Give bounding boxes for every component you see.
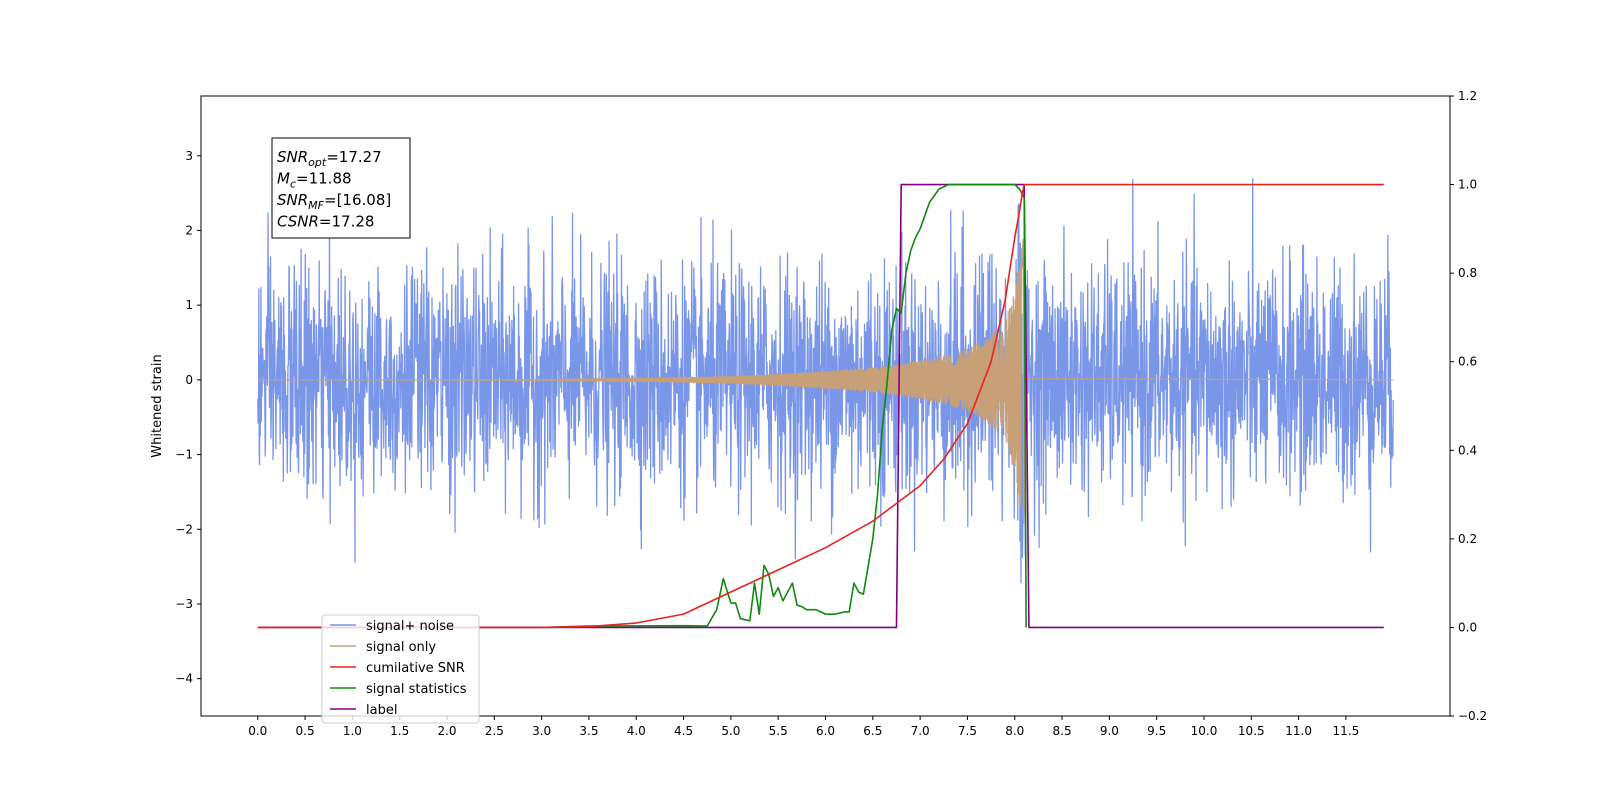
y-left-tick-label: 1: [185, 298, 193, 312]
x-tick-label: 11.5: [1333, 724, 1360, 738]
stat-line: CSNR=17.28: [277, 213, 374, 231]
stat-line: SNRMF=[16.08]: [277, 191, 391, 212]
x-tick-label: 8.0: [1005, 724, 1024, 738]
stat-subscript: opt: [308, 156, 327, 169]
y-right-tick-label: 1.0: [1458, 178, 1477, 192]
x-tick-label: 4.0: [627, 724, 646, 738]
stat-subscript: c: [290, 178, 296, 191]
legend: signal+ noise signal only cumilative SNR si…: [321, 614, 480, 724]
legend-label-signal-noise: signal+ noise: [366, 619, 454, 634]
series-signal-plus-noise-line: [257, 178, 1394, 584]
y-axis-label-left: Whitened strain: [150, 354, 165, 457]
stat-symbol: CSNR: [277, 213, 319, 231]
x-tick-label: 6.5: [863, 724, 882, 738]
stat-value: =[16.08]: [324, 191, 391, 209]
stat-subscript: MF: [308, 199, 324, 212]
x-tick-label: 3.5: [579, 724, 598, 738]
stat-value: =11.88: [296, 170, 352, 188]
stats-annotation-box: SNRopt=17.27Mc=11.88SNRMF=[16.08]CSNR=17…: [271, 137, 411, 239]
x-tick-label: 6.0: [816, 724, 835, 738]
x-tick-label: 2.5: [485, 724, 504, 738]
x-tick-label: 5.5: [769, 724, 788, 738]
x-tick-label: 7.5: [958, 724, 977, 738]
stat-value: =17.28: [319, 213, 375, 231]
y-right-tick-label: 0.6: [1458, 355, 1477, 369]
legend-label-label: label: [366, 703, 397, 718]
y-right-tick-label: 0.0: [1458, 620, 1477, 634]
stat-symbol: SNR: [277, 191, 308, 209]
x-tick-label: 1.0: [343, 724, 362, 738]
stat-value: =17.27: [326, 148, 382, 166]
stat-line: Mc=11.88: [277, 170, 352, 191]
legend-label-signal-only: signal only: [366, 640, 436, 655]
x-tick-label: 2.0: [437, 724, 456, 738]
x-tick-label: 0.0: [248, 724, 267, 738]
legend-label-signal-statistics: signal statistics: [366, 682, 467, 697]
x-tick-label: 9.5: [1147, 724, 1166, 738]
x-tick-label: 10.5: [1238, 724, 1265, 738]
x-tick-label: 7.0: [911, 724, 930, 738]
y-left-tick-label: −4: [175, 672, 193, 686]
stat-symbol: SNR: [277, 148, 308, 166]
series-signal-only-line: [257, 238, 1394, 525]
stats-box-frame: [271, 137, 411, 239]
x-tick-label: 3.0: [532, 724, 551, 738]
y-left-tick-label: 0: [185, 373, 193, 387]
x-tick-label: 10.0: [1191, 724, 1218, 738]
legend-frame: [321, 614, 480, 724]
stat-line: SNRopt=17.27: [277, 148, 382, 169]
series-layer: [257, 178, 1394, 629]
y-left-tick-label: −3: [175, 597, 193, 611]
x-tick-label: 4.5: [674, 724, 693, 738]
series-cumilative-snr-line: [257, 183, 1384, 629]
x-tick-label: 9.0: [1100, 724, 1119, 738]
y-right-tick-label: 0.2: [1458, 532, 1477, 546]
legend-label-cumilative-snr: cumilative SNR: [366, 661, 465, 676]
y-left-tick-label: 3: [185, 149, 193, 163]
y-left-tick-label: −2: [175, 522, 193, 536]
y-axis-left: −4 −3 −2 −1 0 1 2 3: [175, 149, 201, 686]
x-tick-label: 11.0: [1285, 724, 1312, 738]
y-right-tick-label: 0.8: [1458, 266, 1477, 280]
stat-symbol: M: [277, 170, 290, 188]
x-axis: 0.0 0.5 1.0 1.5 2.0 2.5 3.0 3.5 4.0 4.5 5.0 5.5 6.0 6…: [248, 716, 1359, 738]
y-right-tick-label: 0.4: [1458, 443, 1477, 457]
series-signal-statistics-line: [541, 183, 1027, 629]
x-tick-label: 0.5: [296, 724, 315, 738]
y-left-tick-label: −1: [175, 448, 193, 462]
x-tick-label: 5.0: [721, 724, 740, 738]
y-left-tick-label: 2: [185, 223, 193, 237]
y-right-tick-label: 1.2: [1458, 89, 1477, 103]
x-tick-label: 8.5: [1053, 724, 1072, 738]
x-tick-label: 1.5: [390, 724, 409, 738]
y-axis-right: −0.2 0.0 0.2 0.4 0.6 0.8 1.0 1.2: [1450, 89, 1487, 723]
y-right-tick-label: −0.2: [1458, 709, 1487, 723]
